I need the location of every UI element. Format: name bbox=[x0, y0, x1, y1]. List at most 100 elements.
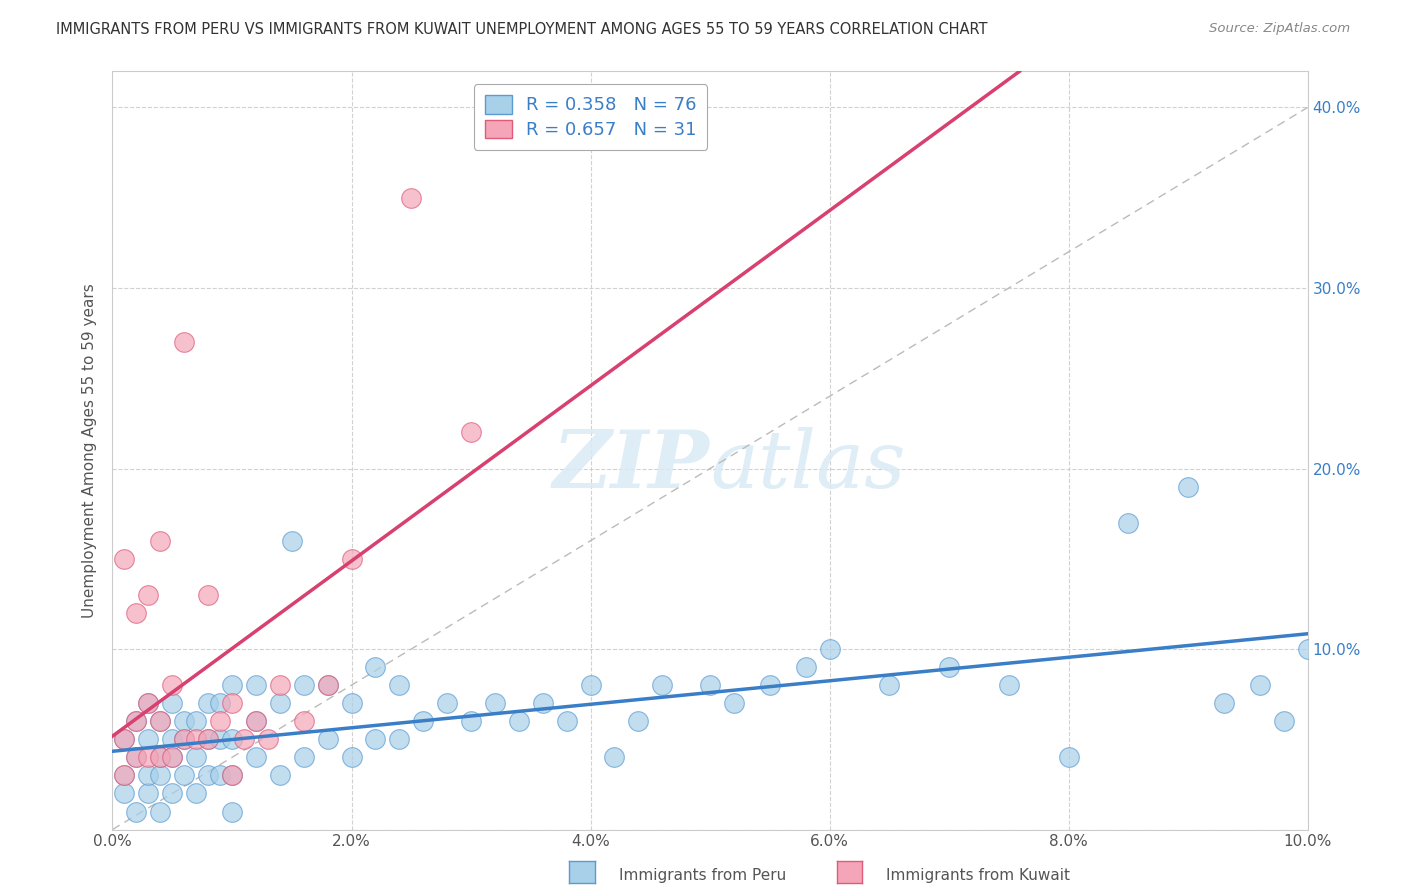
Point bbox=[818, 642, 841, 657]
Point bbox=[162, 750, 183, 764]
Point bbox=[221, 768, 243, 782]
Point bbox=[269, 768, 291, 782]
Point bbox=[186, 750, 208, 764]
Point bbox=[723, 696, 745, 710]
Point bbox=[627, 714, 650, 729]
Point bbox=[197, 732, 219, 747]
Point bbox=[114, 768, 135, 782]
Point bbox=[221, 732, 243, 747]
Point bbox=[1296, 642, 1319, 657]
Point bbox=[388, 678, 411, 692]
Point bbox=[221, 696, 243, 710]
Point bbox=[197, 588, 219, 602]
Y-axis label: Unemployment Among Ages 55 to 59 years: Unemployment Among Ages 55 to 59 years bbox=[82, 283, 97, 618]
Point bbox=[209, 714, 232, 729]
Point bbox=[138, 696, 160, 710]
Point bbox=[340, 551, 363, 566]
Point bbox=[508, 714, 530, 729]
Point bbox=[125, 714, 148, 729]
Point bbox=[173, 335, 195, 350]
Point bbox=[138, 787, 160, 801]
Point bbox=[699, 678, 721, 692]
Point bbox=[173, 732, 195, 747]
Point bbox=[245, 714, 267, 729]
Point bbox=[149, 714, 172, 729]
Point bbox=[221, 678, 243, 692]
Point bbox=[245, 714, 267, 729]
Text: Source: ZipAtlas.com: Source: ZipAtlas.com bbox=[1209, 22, 1350, 36]
Point bbox=[460, 714, 482, 729]
Point bbox=[460, 425, 482, 440]
Point bbox=[998, 678, 1021, 692]
Point bbox=[149, 750, 172, 764]
Point bbox=[603, 750, 626, 764]
Point bbox=[138, 732, 160, 747]
Point bbox=[340, 696, 363, 710]
Point bbox=[316, 678, 339, 692]
Point bbox=[114, 768, 135, 782]
Point bbox=[162, 750, 183, 764]
Point bbox=[125, 750, 148, 764]
Point bbox=[292, 714, 315, 729]
Point bbox=[1177, 479, 1199, 493]
Point bbox=[125, 714, 148, 729]
Legend: R = 0.358   N = 76, R = 0.657   N = 31: R = 0.358 N = 76, R = 0.657 N = 31 bbox=[474, 84, 707, 150]
Point bbox=[209, 768, 232, 782]
Point bbox=[125, 606, 148, 620]
Point bbox=[138, 588, 160, 602]
Text: Immigrants from Peru: Immigrants from Peru bbox=[619, 869, 786, 883]
Point bbox=[1118, 516, 1140, 530]
Point bbox=[162, 787, 183, 801]
Point bbox=[125, 805, 148, 819]
Point bbox=[1249, 678, 1271, 692]
Point bbox=[209, 732, 232, 747]
Point bbox=[149, 714, 172, 729]
Point bbox=[138, 768, 160, 782]
Point bbox=[221, 805, 243, 819]
Point bbox=[388, 732, 411, 747]
Point bbox=[221, 768, 243, 782]
Text: Immigrants from Kuwait: Immigrants from Kuwait bbox=[886, 869, 1070, 883]
Text: IMMIGRANTS FROM PERU VS IMMIGRANTS FROM KUWAIT UNEMPLOYMENT AMONG AGES 55 TO 59 : IMMIGRANTS FROM PERU VS IMMIGRANTS FROM … bbox=[56, 22, 988, 37]
Point bbox=[173, 768, 195, 782]
Point bbox=[186, 714, 208, 729]
Point bbox=[292, 750, 315, 764]
Point bbox=[257, 732, 280, 747]
Text: ZIP: ZIP bbox=[553, 427, 710, 504]
Point bbox=[281, 533, 304, 548]
Point bbox=[401, 191, 423, 205]
Point bbox=[1213, 696, 1236, 710]
Point bbox=[186, 787, 208, 801]
Point bbox=[531, 696, 554, 710]
Point bbox=[879, 678, 901, 692]
Point bbox=[138, 750, 160, 764]
Point bbox=[269, 678, 291, 692]
Point bbox=[651, 678, 673, 692]
Point bbox=[364, 732, 387, 747]
Point bbox=[245, 678, 267, 692]
Text: atlas: atlas bbox=[710, 427, 905, 504]
Point bbox=[149, 768, 172, 782]
Point bbox=[162, 732, 183, 747]
Point bbox=[245, 750, 267, 764]
Point bbox=[316, 678, 339, 692]
Point bbox=[114, 787, 135, 801]
Point bbox=[340, 750, 363, 764]
Point bbox=[759, 678, 782, 692]
Point bbox=[555, 714, 578, 729]
Point bbox=[316, 732, 339, 747]
Point bbox=[162, 678, 183, 692]
Point bbox=[436, 696, 458, 710]
Point bbox=[209, 696, 232, 710]
Point bbox=[197, 696, 219, 710]
Point bbox=[114, 732, 135, 747]
Point bbox=[149, 750, 172, 764]
Point bbox=[173, 714, 195, 729]
Point bbox=[1057, 750, 1080, 764]
Point bbox=[364, 660, 387, 674]
Point bbox=[233, 732, 256, 747]
Point bbox=[269, 696, 291, 710]
Point bbox=[197, 732, 219, 747]
Point bbox=[149, 805, 172, 819]
Point bbox=[1272, 714, 1295, 729]
